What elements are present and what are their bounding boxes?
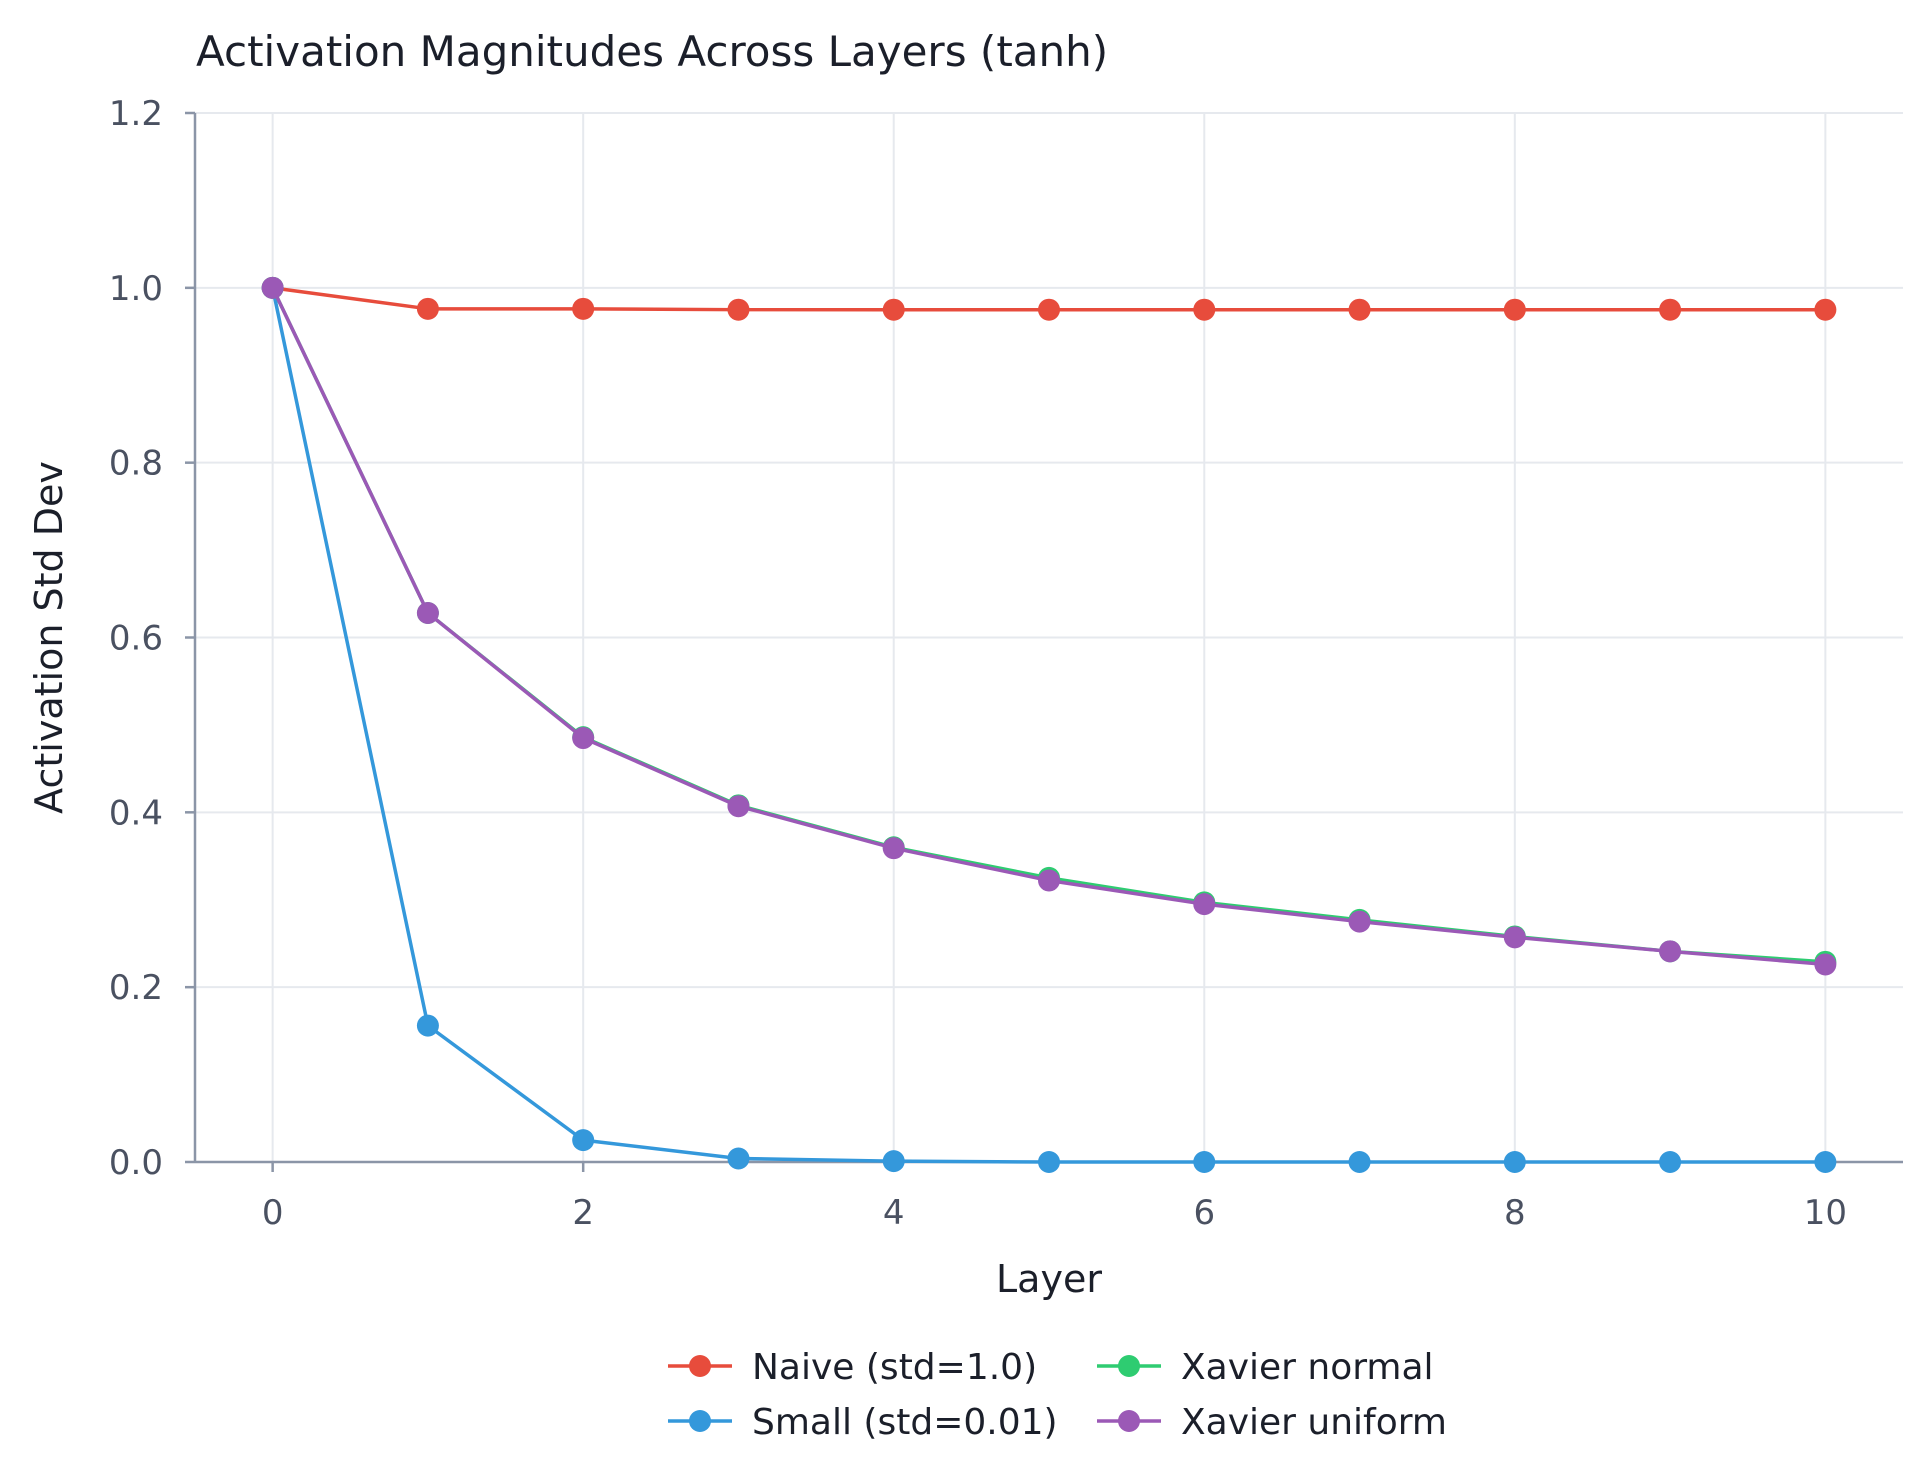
y-tick-label: 0.0 <box>109 1143 163 1183</box>
data-point <box>1659 298 1682 321</box>
data-point <box>882 298 905 321</box>
x-tick-label: 0 <box>262 1193 284 1233</box>
legend-item: Xavier uniform <box>1097 1402 1447 1443</box>
y-tick-label: 0.2 <box>109 968 163 1008</box>
data-point <box>1348 298 1371 321</box>
series-layer <box>261 276 1837 1173</box>
data-point <box>1503 298 1526 321</box>
grid-layer <box>195 112 1903 1162</box>
y-tick-label: 1.0 <box>109 269 163 309</box>
data-point <box>882 1150 905 1173</box>
data-point <box>1038 298 1060 321</box>
data-point <box>1814 953 1837 976</box>
series-line <box>270 286 1828 964</box>
legend-label: Xavier uniform <box>1181 1402 1447 1443</box>
data-point <box>1503 1151 1526 1173</box>
y-tick-label: 0.8 <box>109 444 163 484</box>
data-point <box>1348 910 1371 933</box>
legend-marker <box>689 1355 711 1377</box>
data-point <box>1193 1151 1216 1173</box>
legend-label: Naive (std=1.0) <box>752 1347 1037 1388</box>
y-axis-title: Activation Std Dev <box>27 461 71 814</box>
data-point <box>1038 869 1060 892</box>
legend-marker <box>689 1410 711 1432</box>
legend-marker <box>1118 1355 1140 1377</box>
data-point <box>727 1147 750 1170</box>
legend-item: Xavier normal <box>1097 1347 1434 1388</box>
data-point <box>572 727 595 750</box>
data-point <box>1038 1151 1060 1173</box>
series-line <box>270 286 1828 967</box>
x-axis-title: Layer <box>996 1257 1102 1301</box>
legend: Naive (std=1.0) Small (std=0.01) Xavier no… <box>668 1347 1447 1443</box>
legend-item: Naive (std=1.0) <box>668 1347 1037 1388</box>
data-point <box>416 297 439 320</box>
data-point <box>1348 1151 1371 1173</box>
legend-label: Small (std=0.01) <box>752 1402 1058 1443</box>
series-group <box>261 276 1837 1173</box>
data-point <box>1193 298 1216 321</box>
data-point <box>1659 940 1682 963</box>
series-group <box>261 276 1837 976</box>
data-point <box>727 795 750 818</box>
series-group <box>261 276 1837 321</box>
legend-label: Xavier normal <box>1181 1347 1434 1388</box>
y-tick-label: 1.2 <box>109 94 163 134</box>
x-tick-label: 4 <box>883 1193 905 1233</box>
data-point <box>1659 1151 1682 1173</box>
data-point <box>1814 1151 1837 1173</box>
data-point <box>416 602 439 625</box>
data-point <box>572 1129 595 1152</box>
series-line <box>270 286 1828 1164</box>
data-point <box>1503 926 1526 949</box>
data-point <box>572 297 595 320</box>
x-tick-label: 2 <box>572 1193 594 1233</box>
data-point <box>727 298 750 321</box>
legend-marker <box>1118 1410 1140 1432</box>
chart-title: Activation Magnitudes Across Layers (tan… <box>196 27 1108 76</box>
legend-item: Small (std=0.01) <box>668 1402 1058 1443</box>
data-point <box>261 276 284 299</box>
axes-layer: 0.0 0.2 0.4 0.6 0.8 1.0 1.2 0 2 4 6 8 10 <box>109 94 1903 1233</box>
y-tick-label: 0.4 <box>109 793 163 833</box>
series-group <box>261 276 1837 973</box>
data-point <box>1193 893 1216 916</box>
y-tick-label: 0.6 <box>109 619 163 659</box>
x-tick-label: 6 <box>1193 1193 1215 1233</box>
x-tick-label: 10 <box>1804 1193 1847 1233</box>
data-point <box>1814 298 1837 321</box>
data-point <box>882 837 905 860</box>
x-tick-label: 8 <box>1504 1193 1526 1233</box>
data-point <box>416 1014 439 1037</box>
